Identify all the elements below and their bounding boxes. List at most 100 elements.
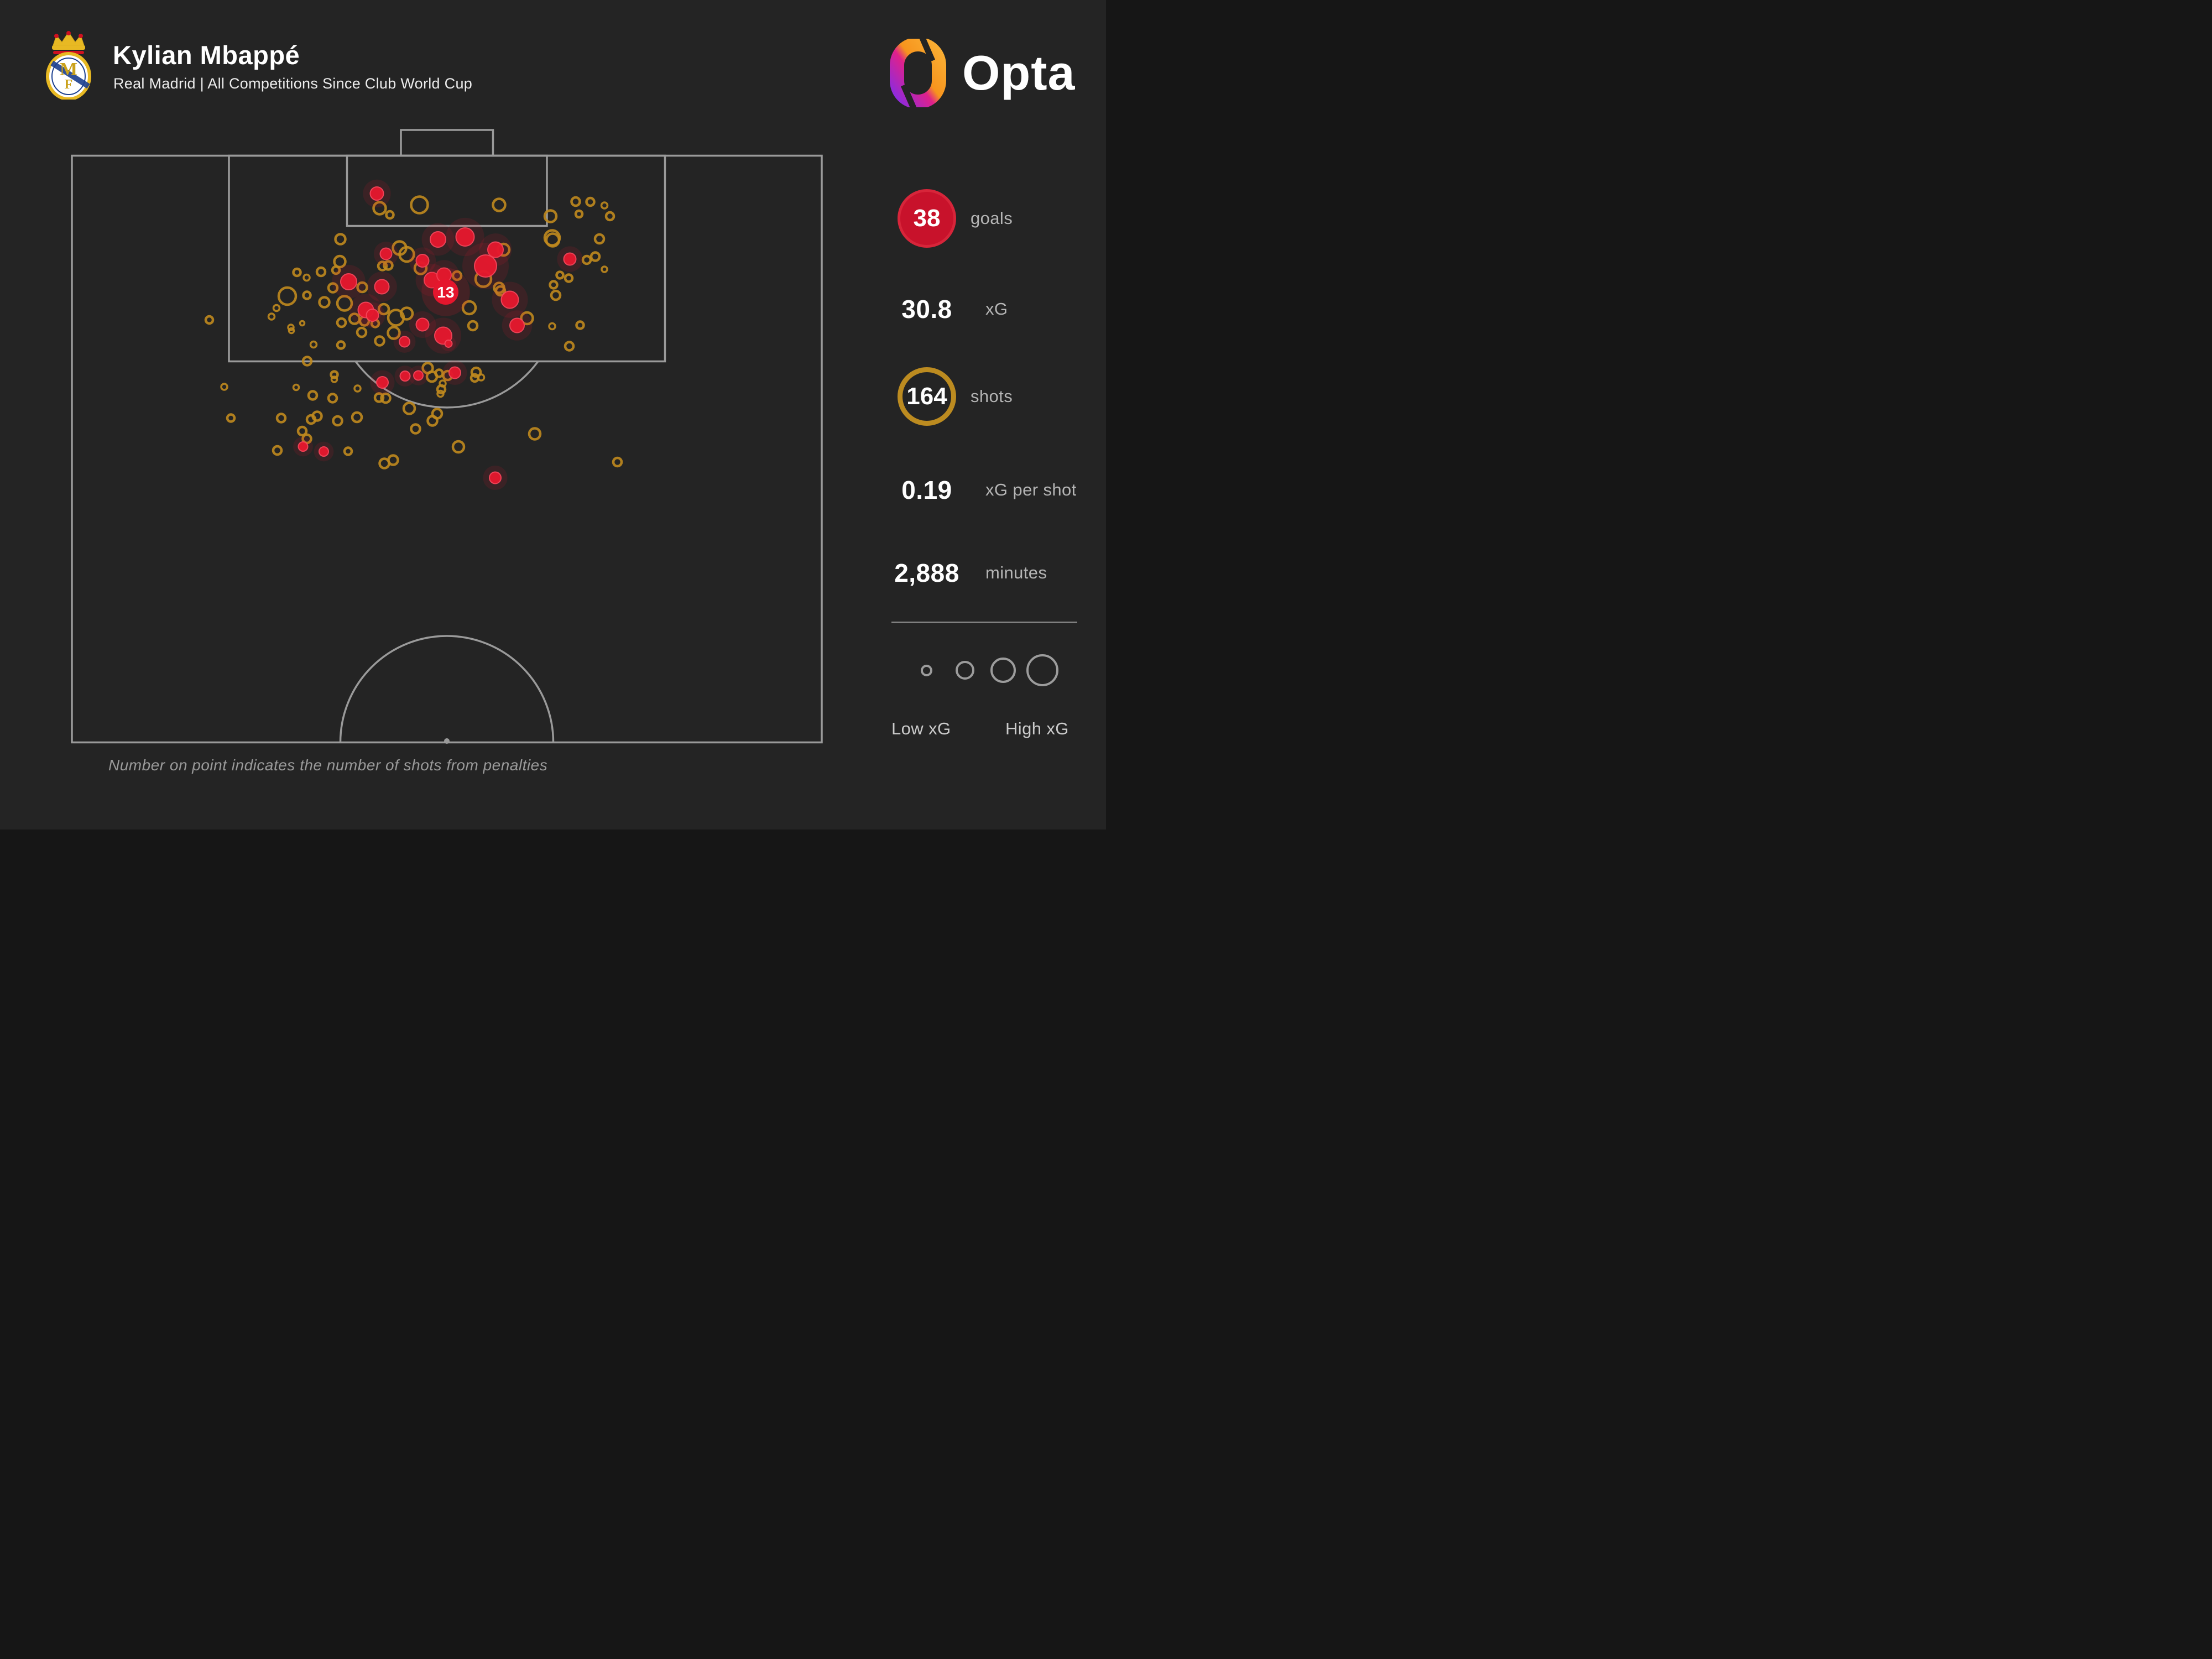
shots-badge: 164	[898, 367, 956, 426]
legend-divider	[891, 622, 1077, 623]
goal-point	[489, 471, 502, 484]
shot-point	[318, 296, 331, 309]
legend-low-label: Low xG	[891, 719, 951, 738]
shot-point	[426, 415, 439, 427]
stat-row-shots: 164 shots	[883, 366, 1106, 427]
shot-point	[309, 340, 318, 349]
shot-point	[374, 335, 385, 347]
goal-point	[399, 371, 411, 382]
shot-point	[353, 384, 362, 393]
centre-circle	[339, 635, 555, 743]
shot-point	[461, 300, 477, 316]
goal-point	[413, 370, 424, 381]
shot-point	[585, 196, 596, 207]
goal-point	[448, 366, 461, 379]
shot-point	[267, 312, 276, 321]
shot-point	[574, 209, 584, 219]
goal-point	[415, 254, 430, 268]
shot-point	[399, 306, 414, 321]
shot-point	[494, 285, 507, 297]
shot-point	[470, 366, 482, 378]
shot-point	[292, 267, 302, 278]
shot-point	[315, 266, 327, 278]
shot-point	[570, 196, 581, 207]
goal-point	[369, 186, 384, 201]
goal-point	[319, 446, 329, 457]
shot-point	[204, 315, 215, 325]
real-madrid-crest: M F	[46, 31, 91, 100]
stat-row-minutes: 2,888 minutes	[883, 556, 1106, 590]
goal-point	[415, 317, 430, 332]
goal-point	[399, 336, 410, 348]
shot-point	[467, 320, 479, 332]
goals-badge: 38	[898, 189, 956, 248]
shot-point	[332, 415, 343, 427]
legend-xg-circle-4	[1026, 654, 1058, 686]
shot-point	[220, 383, 228, 391]
goal-point	[430, 231, 446, 248]
goal-point	[509, 317, 525, 333]
shot-point	[296, 425, 308, 437]
opta-logo-text: Opta	[962, 45, 1076, 100]
shot-point	[333, 254, 347, 269]
shot-point	[548, 322, 556, 331]
centre-spot	[444, 738, 450, 744]
shot-point	[543, 229, 561, 247]
pitch-line	[346, 154, 548, 227]
goal-point	[374, 279, 390, 295]
shot-point	[302, 290, 312, 300]
shot-point	[334, 233, 347, 246]
shot-point	[356, 326, 368, 338]
shot-point	[311, 410, 323, 422]
xg-per-shot-label: xG per shot	[985, 480, 1077, 499]
shot-point	[600, 201, 609, 210]
shot-point	[451, 440, 466, 454]
opta-brand: Opta	[889, 39, 1075, 107]
crown-icon	[52, 31, 85, 54]
shot-point	[520, 311, 534, 326]
goal-point	[298, 441, 309, 452]
shot-point	[601, 265, 608, 273]
shot-point	[356, 281, 368, 294]
shot-point	[301, 356, 313, 367]
opta-logo-icon	[890, 39, 946, 107]
goal-point	[444, 340, 453, 348]
goals-label: goals	[971, 208, 1013, 228]
stat-row-xg-per-shot: 0.19 xG per shot	[883, 473, 1106, 507]
shot-point	[555, 270, 565, 280]
shot-point	[373, 392, 385, 403]
shot-point	[302, 273, 311, 282]
shot-point	[385, 210, 395, 220]
shot-map-pitch: 13	[71, 129, 823, 744]
shot-point	[436, 389, 445, 398]
shot-point	[434, 368, 444, 378]
shot-point	[272, 304, 281, 312]
shot-point	[564, 341, 575, 352]
shot-point	[612, 456, 623, 468]
xg-per-shot-value: 0.19	[901, 476, 952, 504]
penalty-marker	[433, 279, 458, 305]
shot-point	[272, 445, 283, 456]
shots-label: shots	[971, 387, 1013, 406]
penalty-marker-count: 13	[437, 284, 454, 301]
shot-point	[410, 195, 429, 215]
shot-point	[581, 254, 592, 265]
shot-point	[287, 324, 295, 331]
shot-point	[275, 413, 287, 424]
pitch-line	[400, 129, 494, 157]
shot-point	[292, 383, 300, 392]
shot-point	[589, 251, 601, 262]
infographic-canvas: 13 M F Kylian Mbappé Real Madrid | All C…	[0, 0, 1106, 830]
shot-point	[307, 390, 319, 401]
legend-xg-circle-1	[920, 664, 932, 676]
shot-point	[410, 423, 421, 435]
shot-point	[383, 260, 394, 271]
shot-point	[604, 211, 615, 222]
shot-point	[336, 340, 346, 350]
shot-point	[387, 326, 401, 340]
stat-row-goals: 38 goals	[883, 188, 1106, 249]
minutes-value: 2,888	[894, 559, 959, 587]
shot-point	[593, 233, 606, 245]
shot-point	[451, 270, 463, 281]
shot-point	[336, 295, 353, 312]
